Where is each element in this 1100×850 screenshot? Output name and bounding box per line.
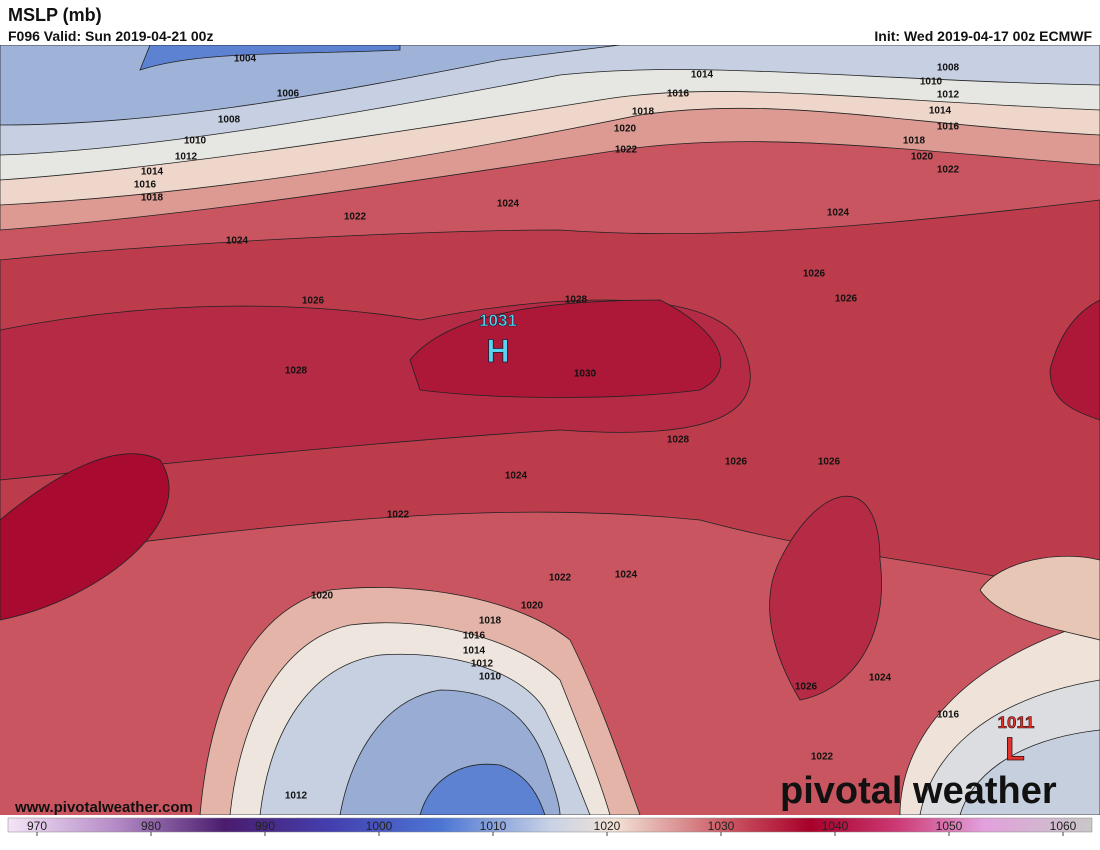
title: MSLP (mb) [8, 5, 102, 25]
isobar-label: 1020 [311, 591, 334, 602]
isobar-label: 1026 [795, 682, 818, 693]
high-letter: H [486, 333, 509, 369]
high-value: 1031 [479, 311, 517, 330]
colorbar-tick-label: 990 [255, 819, 275, 833]
isobar-label: 1028 [285, 366, 308, 377]
init-time: Init: Wed 2019-04-17 00z ECMWF [874, 28, 1092, 44]
isobar-label: 1018 [903, 136, 926, 147]
isobar-label: 1010 [920, 77, 943, 88]
isobar-label: 1028 [565, 295, 588, 306]
isobar-label: 1026 [803, 269, 826, 280]
isobar-label: 1004 [234, 54, 257, 65]
isobar-label: 1014 [141, 167, 164, 178]
isobar-band [419, 763, 546, 815]
map [0, 45, 1100, 815]
low-letter: L [1005, 731, 1025, 767]
isobar-label: 1024 [827, 208, 850, 219]
isobar-label: 1022 [937, 165, 960, 176]
isobar-label: 1024 [505, 471, 528, 482]
isobar-label: 1026 [725, 457, 748, 468]
colorbar-tick-label: 1050 [936, 819, 963, 833]
isobar-label: 1018 [632, 107, 655, 118]
isobar-label: 1030 [574, 369, 597, 380]
isobar-labels: 1004100610081010101210141016101810221024… [134, 54, 960, 802]
isobar-band [139, 45, 401, 71]
isobar-label: 1020 [521, 601, 544, 612]
footer-url: www.pivotalweather.com [14, 799, 193, 816]
isobar-band [0, 453, 170, 621]
isobar-label: 1022 [811, 752, 834, 763]
isobar-band [1049, 299, 1100, 421]
logo: pivotal weather [780, 770, 1057, 812]
isobar-label: 1014 [691, 70, 714, 81]
isobar-label: 1024 [615, 570, 638, 581]
isobar-label: 1026 [302, 296, 325, 307]
isobar-label: 1022 [387, 510, 410, 521]
isobar-label: 1028 [667, 435, 690, 446]
isobar-label: 1026 [818, 457, 841, 468]
colorbar-tick-label: 970 [27, 819, 47, 833]
colorbar-tick-label: 1040 [822, 819, 849, 833]
isobar-label: 1006 [277, 89, 300, 100]
valid-time: F096 Valid: Sun 2019-04-21 00z [8, 28, 213, 44]
isobar-label: 1010 [479, 672, 502, 683]
isobar-label: 1018 [141, 193, 164, 204]
colorbar-tick-label: 1000 [366, 819, 393, 833]
low-value: 1011 [998, 713, 1035, 732]
isobar-label: 1008 [937, 63, 960, 74]
isobar-band [769, 495, 882, 701]
isobar-label: 1012 [175, 152, 198, 163]
isobar-label: 1016 [937, 122, 960, 133]
isobar-label: 1016 [463, 631, 486, 642]
colorbar-tick-label: 1010 [480, 819, 507, 833]
isobar-label: 1016 [134, 180, 157, 191]
isobar-label: 1026 [835, 294, 858, 305]
colorbar [7, 817, 1093, 833]
isobar-label: 1012 [285, 791, 308, 802]
isobar-label: 1022 [549, 573, 572, 584]
colorbar-ticks: 970 980 990 1000 1010 1020 1030 1040 1050 1060 [27, 819, 1077, 836]
isobar-label: 1016 [667, 89, 690, 100]
isobar-label: 1008 [218, 115, 241, 126]
isobar-label: 1024 [226, 236, 249, 247]
colorbar-tick-label: 1020 [594, 819, 621, 833]
colorbar-tick-label: 980 [141, 819, 161, 833]
isobar-label: 1012 [937, 90, 960, 101]
colorbar-tick-label: 1030 [708, 819, 735, 833]
isobar-label: 1020 [614, 124, 637, 135]
isobar-label: 1022 [344, 212, 367, 223]
isobar-label: 1016 [937, 710, 960, 721]
isobar-band [409, 299, 722, 398]
isobar-label: 1024 [869, 673, 892, 684]
isobar-label: 1022 [615, 145, 638, 156]
isobar-label: 1010 [184, 136, 207, 147]
isobar-label: 1024 [497, 199, 520, 210]
isobar-label: 1018 [479, 616, 502, 627]
isobar-label: 1014 [929, 106, 952, 117]
isobar-band [979, 555, 1100, 641]
isobar-label: 1020 [911, 152, 934, 163]
isobar-label: 1012 [471, 659, 494, 670]
colorbar-tick-label: 1060 [1050, 819, 1077, 833]
isobar-label: 1014 [463, 646, 486, 657]
